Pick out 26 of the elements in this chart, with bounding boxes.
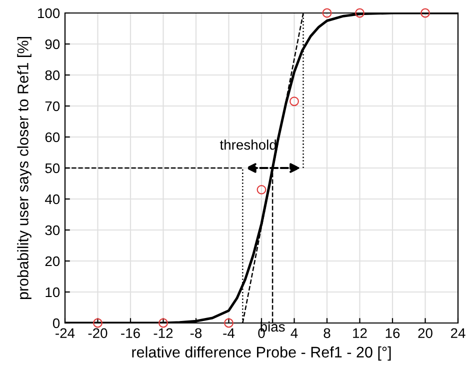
x-tick-label: 4 xyxy=(290,328,298,338)
x-tick-label: -16 xyxy=(121,328,140,338)
y-tick-label: 40 xyxy=(45,194,60,204)
y-tick-label: 50 xyxy=(45,163,60,174)
x-tick-label: 12 xyxy=(353,328,367,338)
y-tick-label: 60 xyxy=(45,132,60,142)
y-tick-label: 10 xyxy=(46,287,60,298)
y-tick-label: 70 xyxy=(45,101,60,112)
y-tick-label: 20 xyxy=(45,256,60,266)
x-tick-label: -8 xyxy=(190,328,202,338)
x-tick-label: 20 xyxy=(418,328,432,338)
y-tick-label: 30 xyxy=(45,225,60,236)
x-tick-label: -20 xyxy=(88,328,108,338)
y-tick-label: 90 xyxy=(45,39,60,50)
x-axis-title: relative difference Probe - Ref1 - 20 [°] xyxy=(132,346,391,361)
x-tick-label: -4 xyxy=(223,328,235,338)
y-axis-title: probability user says closer to Ref1 [%] xyxy=(17,37,32,300)
y-tick-label: 100 xyxy=(38,8,60,18)
y-tick-label: 0 xyxy=(52,318,60,328)
y-tick-label: 80 xyxy=(45,70,60,80)
x-tick-label: -24 xyxy=(56,328,75,338)
x-tick-label: 24 xyxy=(450,328,466,338)
x-tick-label: 8 xyxy=(324,328,330,338)
x-tick-label: -12 xyxy=(154,328,173,338)
annotation: threshold xyxy=(220,140,276,150)
x-tick-label: 16 xyxy=(386,328,400,338)
